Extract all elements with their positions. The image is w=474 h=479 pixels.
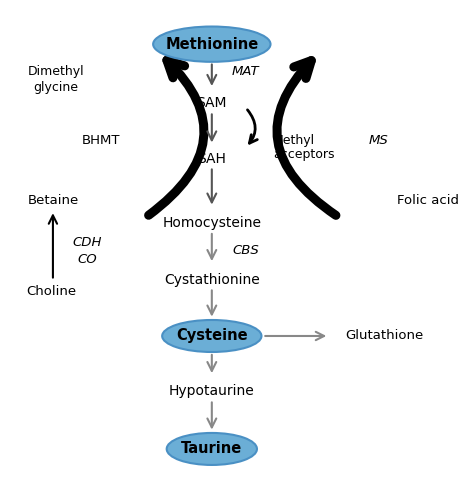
Text: Dimethyl
glycine: Dimethyl glycine xyxy=(28,65,84,94)
Text: CDH: CDH xyxy=(73,236,102,249)
Text: CO: CO xyxy=(78,253,98,266)
Text: Hypotaurine: Hypotaurine xyxy=(169,384,255,398)
Ellipse shape xyxy=(167,433,257,465)
Text: Cystathionine: Cystathionine xyxy=(164,273,260,286)
Text: MAT: MAT xyxy=(232,65,260,78)
Ellipse shape xyxy=(153,26,271,62)
Text: Glutathione: Glutathione xyxy=(345,330,423,342)
Text: BHMT: BHMT xyxy=(82,134,120,147)
FancyArrowPatch shape xyxy=(149,60,204,215)
Text: MS: MS xyxy=(369,134,389,147)
Text: Taurine: Taurine xyxy=(181,442,242,456)
Text: acceptors: acceptors xyxy=(273,148,334,161)
Text: Cysteine: Cysteine xyxy=(176,329,247,343)
FancyArrowPatch shape xyxy=(277,60,336,216)
Text: Folic acid: Folic acid xyxy=(397,194,459,207)
Text: Methyl: Methyl xyxy=(273,134,315,147)
FancyArrowPatch shape xyxy=(247,110,257,143)
Text: Choline: Choline xyxy=(27,285,77,298)
Text: Homocysteine: Homocysteine xyxy=(162,216,261,230)
Text: SAH: SAH xyxy=(197,151,226,166)
Ellipse shape xyxy=(162,320,262,352)
Text: Betaine: Betaine xyxy=(27,194,79,207)
Text: Methionine: Methionine xyxy=(165,37,258,52)
Text: SAM: SAM xyxy=(197,96,227,110)
Text: CBS: CBS xyxy=(232,244,259,257)
